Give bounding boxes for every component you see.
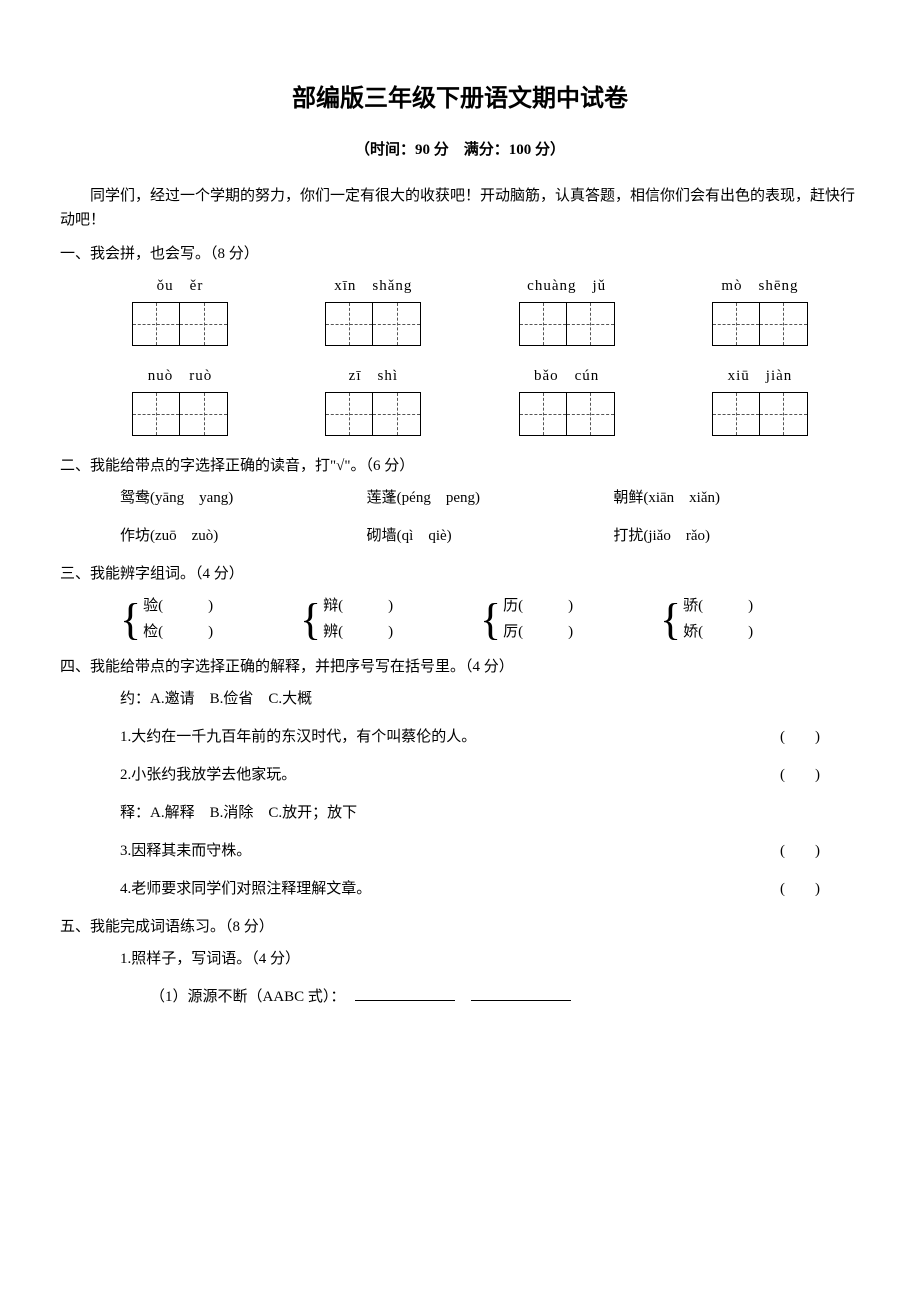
pinyin-label: mò shēng [700, 274, 820, 298]
q3-item: 验( ) [143, 594, 213, 620]
char-box-pair [507, 302, 627, 346]
char-box-pair [507, 392, 627, 436]
char-box-pair [313, 302, 433, 346]
q3-item: 辩( ) [323, 594, 393, 620]
pinyin-label: xiū jiàn [700, 364, 820, 388]
q3-item: 骄( ) [683, 594, 753, 620]
char-box-pair [700, 302, 820, 346]
q5-sub-1-1-label: （1）源源不断（AABC 式）： [150, 989, 345, 1005]
char-box[interactable] [325, 392, 373, 436]
q5-sub-1-1: （1）源源不断（AABC 式）： [60, 985, 860, 1009]
char-box[interactable] [180, 302, 228, 346]
page-title: 部编版三年级下册语文期中试卷 [60, 80, 860, 118]
char-box-pair [313, 392, 433, 436]
brace-icon: { [120, 598, 141, 642]
pinyin-label: zī shì [313, 364, 433, 388]
char-box[interactable] [132, 302, 180, 346]
q4-item: 2.小张约我放学去他家玩。 ( ) [60, 763, 860, 787]
q1-head: 一、我会拼，也会写。（8 分） [60, 242, 860, 266]
q2-item: 鸳鸯(yāng yang) [120, 486, 367, 510]
q4-head: 四、我能给带点的字选择正确的解释，并把序号写在括号里。（4 分） [60, 655, 860, 679]
q2-item: 砌墙(qì qiè) [367, 524, 614, 548]
answer-paren[interactable]: ( ) [780, 763, 860, 787]
answer-paren[interactable]: ( ) [780, 877, 860, 901]
q3-item: 辨( ) [323, 620, 393, 646]
q4-item: 3.因释其耒而守株。 ( ) [60, 839, 860, 863]
q3-pair: 历( ) 厉( ) [503, 594, 573, 645]
q1-box-row-2 [60, 392, 860, 436]
q2-row: 作坊(zuō zuò) 砌墙(qì qiè) 打扰(jiǎo rǎo) [60, 524, 860, 548]
q2-item: 作坊(zuō zuò) [120, 524, 367, 548]
answer-blank[interactable] [355, 985, 455, 1001]
char-box[interactable] [712, 302, 760, 346]
q3-item: 厉( ) [503, 620, 573, 646]
q4-text: 1.大约在一千九百年前的东汉时代，有个叫蔡伦的人。 [120, 725, 780, 749]
char-box[interactable] [373, 392, 421, 436]
char-box[interactable] [567, 302, 615, 346]
q3-item: 历( ) [503, 594, 573, 620]
q3-pair: 骄( ) 娇( ) [683, 594, 753, 645]
brace-icon: { [660, 598, 681, 642]
q3-group: { 历( ) 厉( ) [480, 594, 660, 645]
answer-blank[interactable] [471, 985, 571, 1001]
q5-sub-1: 1.照样子，写词语。（4 分） [60, 947, 860, 971]
q1-box-row-1 [60, 302, 860, 346]
q3-group: { 骄( ) 娇( ) [660, 594, 840, 645]
q3-group: { 验( ) 检( ) [120, 594, 300, 645]
q4-text: 3.因释其耒而守株。 [120, 839, 780, 863]
char-box[interactable] [519, 392, 567, 436]
exam-info: （时间：90 分 满分：100 分） [60, 138, 860, 162]
answer-paren[interactable]: ( ) [780, 839, 860, 863]
q4-item: 1.大约在一千九百年前的东汉时代，有个叫蔡伦的人。 ( ) [60, 725, 860, 749]
q4-def-2: 释：A.解释 B.消除 C.放开；放下 [60, 801, 860, 825]
char-box[interactable] [760, 302, 808, 346]
char-box[interactable] [180, 392, 228, 436]
q5-head: 五、我能完成词语练习。（8 分） [60, 915, 860, 939]
brace-icon: { [300, 598, 321, 642]
char-box-pair [120, 392, 240, 436]
q2-head: 二、我能给带点的字选择正确的读音，打"√"。（6 分） [60, 454, 860, 478]
intro-text: 同学们，经过一个学期的努力，你们一定有很大的收获吧！开动脑筋，认真答题，相信你们… [60, 184, 860, 232]
q4-def-1: 约：A.邀请 B.俭省 C.大概 [60, 687, 860, 711]
q4-text: 2.小张约我放学去他家玩。 [120, 763, 780, 787]
char-box[interactable] [373, 302, 421, 346]
char-box-pair [700, 392, 820, 436]
q3-group: { 辩( ) 辨( ) [300, 594, 480, 645]
q3-pair: 验( ) 检( ) [143, 594, 213, 645]
q3-head: 三、我能辨字组词。（4 分） [60, 562, 860, 586]
pinyin-label: xīn shǎng [313, 274, 433, 298]
q3-item: 娇( ) [683, 620, 753, 646]
answer-paren[interactable]: ( ) [780, 725, 860, 749]
char-box[interactable] [760, 392, 808, 436]
q1-pinyin-row-1: ǒu ěr xīn shǎng chuàng jǔ mò shēng [60, 274, 860, 298]
pinyin-label: ǒu ěr [120, 274, 240, 298]
q2-item: 莲蓬(péng peng) [367, 486, 614, 510]
q4-text: 4.老师要求同学们对照注释理解文章。 [120, 877, 780, 901]
q2-item: 朝鲜(xiān xiǎn) [613, 486, 860, 510]
char-box-pair [120, 302, 240, 346]
pinyin-label: bǎo cún [507, 364, 627, 388]
char-box[interactable] [325, 302, 373, 346]
char-box[interactable] [519, 302, 567, 346]
q1-pinyin-row-2: nuò ruò zī shì bǎo cún xiū jiàn [60, 364, 860, 388]
q3-item: 检( ) [143, 620, 213, 646]
q2-item: 打扰(jiǎo rǎo) [613, 524, 860, 548]
char-box[interactable] [132, 392, 180, 436]
char-box[interactable] [567, 392, 615, 436]
q4-item: 4.老师要求同学们对照注释理解文章。 ( ) [60, 877, 860, 901]
pinyin-label: chuàng jǔ [507, 274, 627, 298]
char-box[interactable] [712, 392, 760, 436]
brace-icon: { [480, 598, 501, 642]
pinyin-label: nuò ruò [120, 364, 240, 388]
q2-row: 鸳鸯(yāng yang) 莲蓬(péng peng) 朝鲜(xiān xiǎn… [60, 486, 860, 510]
q3-row: { 验( ) 检( ) { 辩( ) 辨( ) { 历( ) 厉( ) { 骄(… [60, 594, 860, 645]
q3-pair: 辩( ) 辨( ) [323, 594, 393, 645]
